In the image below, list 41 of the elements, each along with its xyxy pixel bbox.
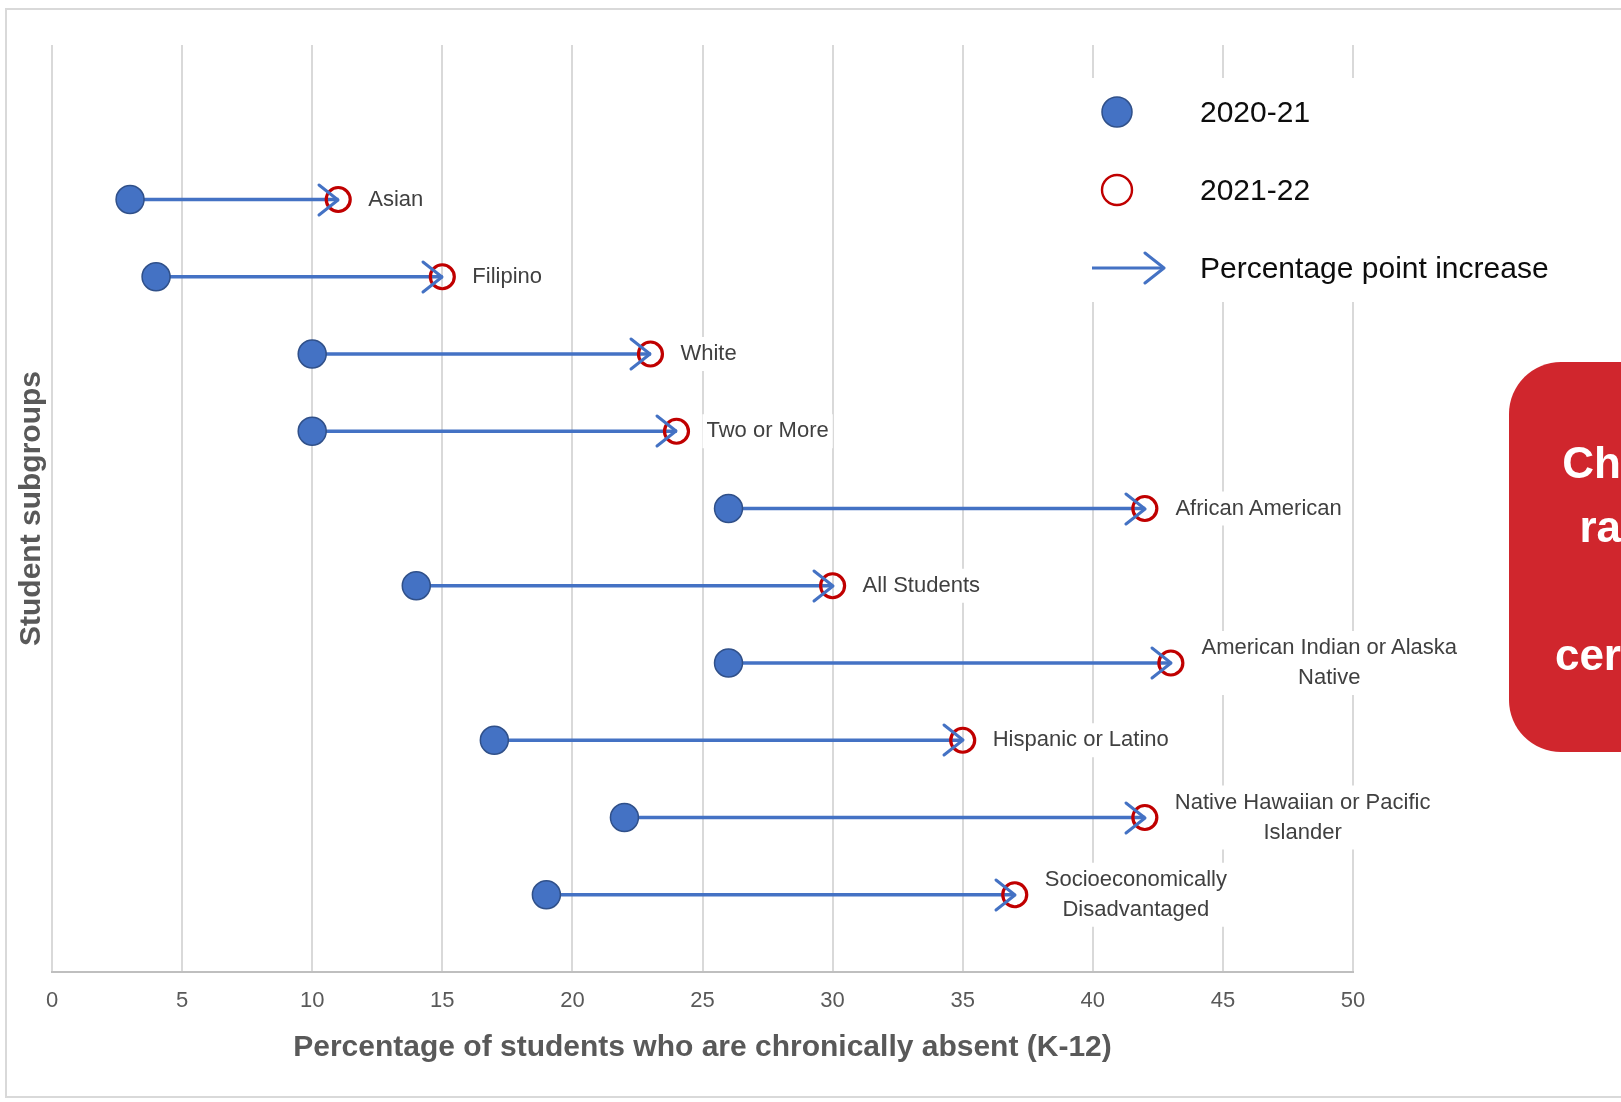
y-tick-label: Two or More bbox=[706, 417, 829, 443]
point bbox=[115, 184, 145, 215]
y-tick-label: Filipino bbox=[472, 262, 542, 288]
y-tick-label: Native Hawaiian or Pacific Islander bbox=[1174, 788, 1431, 844]
legend-label: 2021-22 bbox=[1200, 173, 1311, 207]
x-tick-label: 0 bbox=[45, 987, 59, 1013]
y-tick-label: African American bbox=[1175, 494, 1342, 520]
y-tick-label: Socioeconomically Disadvantaged bbox=[1044, 865, 1227, 921]
y-tick-label: White bbox=[680, 340, 737, 366]
point bbox=[401, 571, 432, 601]
point bbox=[713, 493, 744, 524]
x-axis-title: Percentage of students who are chronically absent (K-12) bbox=[293, 1029, 1112, 1063]
x-tick-label: 10 bbox=[299, 987, 325, 1013]
point bbox=[662, 417, 691, 445]
point bbox=[636, 340, 665, 368]
legend-label: 2020-21 bbox=[1200, 95, 1311, 129]
point bbox=[713, 648, 744, 678]
point bbox=[324, 185, 352, 214]
x-tick-label: 45 bbox=[1210, 987, 1236, 1013]
y-axis-title: Student subgroups bbox=[13, 371, 47, 646]
point bbox=[531, 880, 562, 910]
callout-box: Ch ra cer bbox=[1509, 362, 1621, 752]
legend-label: Percentage point increase bbox=[1200, 251, 1549, 285]
point bbox=[479, 725, 510, 755]
x-tick-label: 50 bbox=[1340, 987, 1366, 1013]
x-tick-label: 30 bbox=[820, 987, 845, 1013]
x-tick-label: 25 bbox=[690, 987, 715, 1013]
y-tick-label: Hispanic or Latino bbox=[992, 726, 1169, 752]
x-tick-label: 5 bbox=[175, 987, 189, 1013]
y-tick-label: Asian bbox=[368, 185, 424, 211]
x-tick-label: 35 bbox=[950, 987, 975, 1013]
point bbox=[297, 339, 327, 369]
x-tick-label: 40 bbox=[1080, 987, 1106, 1013]
x-tick-label: 20 bbox=[560, 987, 585, 1013]
point bbox=[428, 263, 456, 291]
y-tick-label: All Students bbox=[862, 571, 980, 597]
point bbox=[141, 262, 171, 292]
y-tick-label: American Indian or Alaska Native bbox=[1201, 634, 1458, 690]
x-tick-label: 15 bbox=[430, 987, 455, 1013]
point bbox=[609, 802, 640, 833]
point bbox=[297, 416, 327, 446]
